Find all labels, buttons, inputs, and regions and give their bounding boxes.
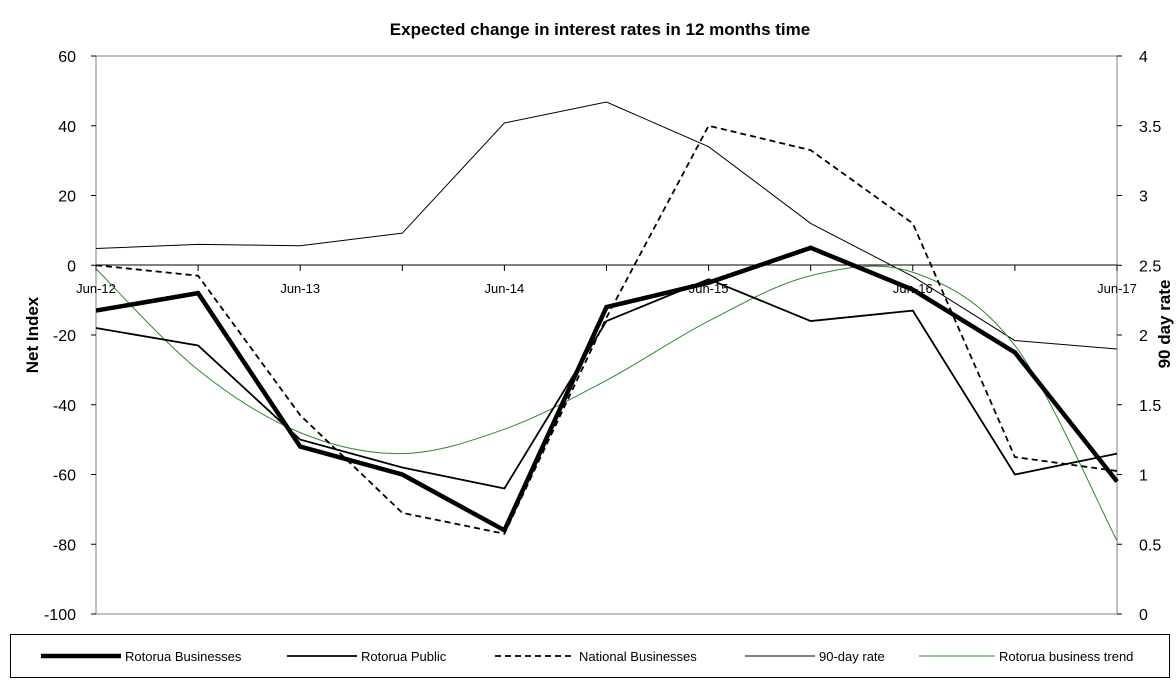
legend-label: National Businesses: [579, 648, 697, 664]
legend-swatch: [919, 655, 995, 657]
legend-item-90-day-rate: 90-day rate: [745, 635, 885, 677]
legend-swatch: [495, 655, 575, 657]
y-tick-label: 20: [58, 189, 76, 206]
y-tick-label: -60: [53, 468, 76, 485]
y-tick-label: 40: [58, 119, 76, 136]
legend-label: 90-day rate: [819, 648, 885, 664]
chart-area: Expected change in interest rates in 12 …: [23, 20, 1174, 624]
y2-tick-label: 0.5: [1139, 537, 1161, 554]
x-tick-label: Jun-12: [76, 281, 116, 296]
legend: Rotorua Businesses Rotorua Public National…: [10, 634, 1170, 678]
legend-label: Rotorua Public: [361, 648, 447, 664]
y2-tick-label: 1.5: [1139, 398, 1161, 415]
y-tick-label: -40: [53, 398, 76, 415]
series-line-national-businesses: [95, 124, 1118, 535]
y-axis-label: Net Index: [23, 296, 42, 373]
x-tick-label: Jun-17: [1097, 281, 1137, 296]
series-line-rotorua-business-trend: [95, 265, 1118, 541]
y-tick-label: 60: [58, 49, 76, 66]
series-line-rotorua-businesses: [95, 245, 1119, 534]
y-tick-label: -80: [53, 537, 76, 554]
legend-item-rotorua-public: Rotorua Public: [287, 635, 446, 677]
legend-swatch: [41, 653, 121, 659]
chart-title: Expected change in interest rates in 12 …: [390, 20, 810, 39]
x-tick-label: Jun-14: [485, 281, 525, 296]
legend-item-national-businesses: National Businesses: [495, 635, 697, 677]
legend-label: Rotorua Businesses: [125, 648, 242, 664]
legend-item-rotorua-businesses: Rotorua Businesses: [41, 635, 241, 677]
y-tick-label: -20: [53, 328, 76, 345]
legend-swatch: [287, 655, 357, 657]
plot-frame: [95, 55, 1118, 615]
legend-swatch: [745, 655, 815, 657]
legend-label: Rotorua business trend: [999, 648, 1134, 664]
y2-tick-label: 2: [1139, 328, 1148, 345]
y-tick-label: -100: [44, 607, 76, 624]
y2-tick-label: 4: [1139, 49, 1148, 66]
y2-tick-label: 2.5: [1139, 258, 1161, 275]
series-line-rotorua-public: [95, 278, 1118, 490]
y2-tick-label: 1: [1139, 468, 1148, 485]
y2-tick-label: 3.5: [1139, 119, 1161, 136]
y2-axis-label: 90 day rate: [1155, 280, 1174, 369]
x-tick-label: Jun-13: [280, 281, 320, 296]
y-tick-label: 0: [67, 258, 76, 275]
y2-tick-label: 0: [1139, 607, 1148, 624]
series-line-90-day-rate: [95, 101, 1118, 350]
y2-tick-label: 3: [1139, 189, 1148, 206]
legend-item-rotorua-business-trend: Rotorua business trend: [919, 635, 1133, 677]
